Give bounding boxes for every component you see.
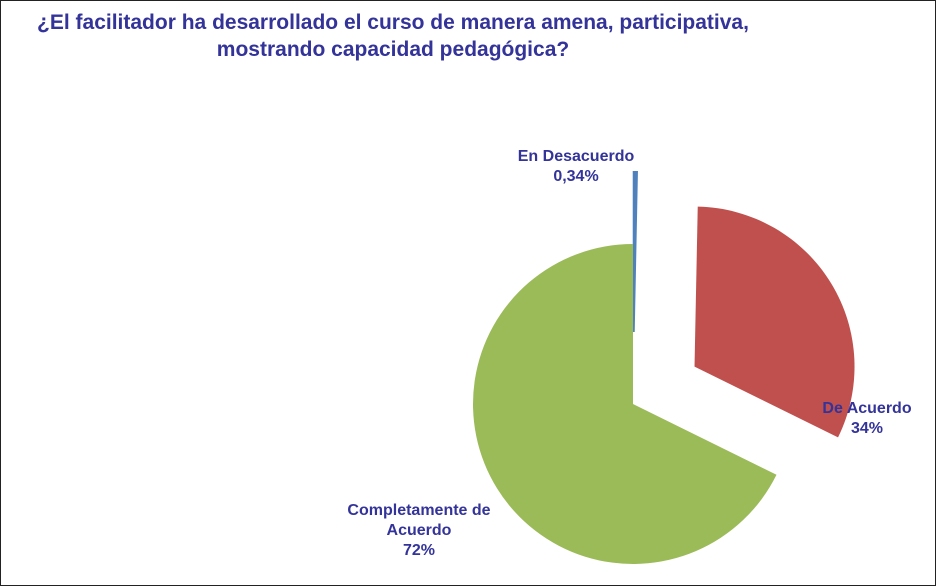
chart-title: ¿El facilitador ha desarrollado el curso… [37, 11, 749, 61]
slice-label-name: De Acuerdo [822, 400, 912, 417]
slice-label-name: Completamente de Acuerdo [347, 502, 491, 539]
slice-label: Completamente de Acuerdo 72% [329, 501, 509, 561]
slice-label: En Desacuerdo 0,34% [476, 147, 676, 187]
slice-label-name: En Desacuerdo [517, 148, 635, 165]
slice-label-value: 34% [850, 420, 884, 437]
slice-label-value: 0,34% [553, 168, 599, 185]
pie-slice [694, 206, 855, 438]
slice-label-value: 72% [402, 542, 436, 559]
pie-slice [632, 171, 638, 333]
pie-slice [472, 244, 777, 564]
slice-label: De Acuerdo 34% [787, 399, 936, 439]
